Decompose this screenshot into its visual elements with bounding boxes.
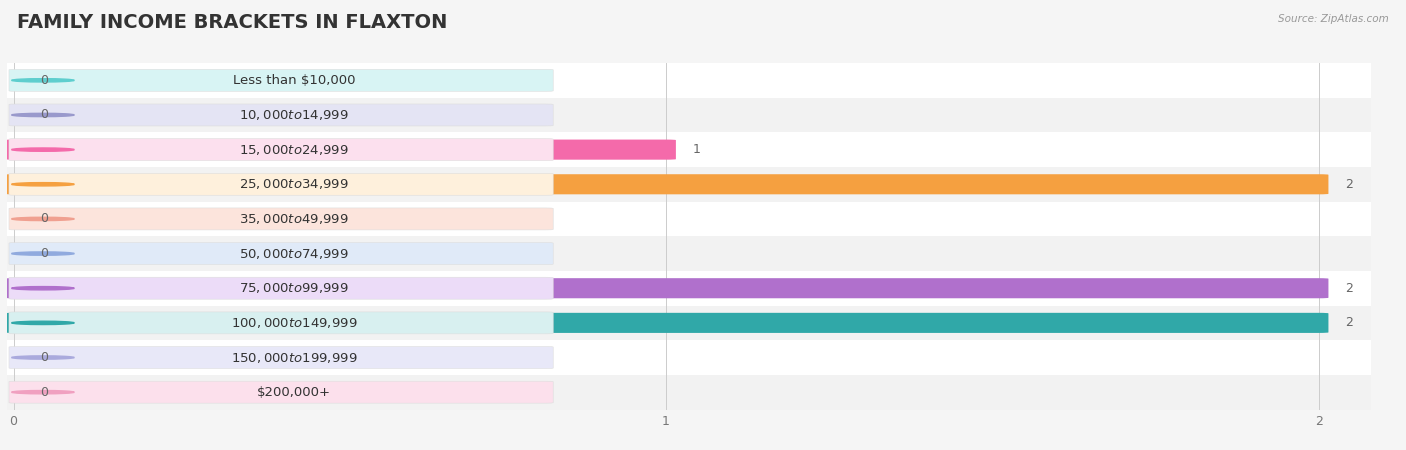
Text: 1: 1 bbox=[692, 143, 700, 156]
FancyBboxPatch shape bbox=[8, 277, 553, 299]
Circle shape bbox=[11, 183, 75, 186]
Circle shape bbox=[11, 287, 75, 290]
Text: 0: 0 bbox=[39, 74, 48, 87]
Text: Source: ZipAtlas.com: Source: ZipAtlas.com bbox=[1278, 14, 1389, 23]
FancyBboxPatch shape bbox=[8, 208, 553, 230]
Text: 2: 2 bbox=[1344, 282, 1353, 295]
FancyBboxPatch shape bbox=[7, 306, 1378, 340]
Circle shape bbox=[11, 356, 75, 359]
Text: 2: 2 bbox=[1344, 178, 1353, 191]
FancyBboxPatch shape bbox=[8, 139, 553, 161]
Text: $50,000 to $74,999: $50,000 to $74,999 bbox=[239, 247, 349, 261]
FancyBboxPatch shape bbox=[7, 63, 1378, 98]
Text: $75,000 to $99,999: $75,000 to $99,999 bbox=[239, 281, 349, 295]
FancyBboxPatch shape bbox=[4, 140, 676, 160]
Text: Less than $10,000: Less than $10,000 bbox=[233, 74, 356, 87]
FancyBboxPatch shape bbox=[8, 381, 553, 403]
FancyBboxPatch shape bbox=[7, 98, 1378, 132]
Text: 0: 0 bbox=[39, 212, 48, 225]
Text: FAMILY INCOME BRACKETS IN FLAXTON: FAMILY INCOME BRACKETS IN FLAXTON bbox=[17, 14, 447, 32]
Text: $150,000 to $199,999: $150,000 to $199,999 bbox=[231, 351, 357, 364]
FancyBboxPatch shape bbox=[7, 132, 1378, 167]
FancyBboxPatch shape bbox=[7, 167, 1378, 202]
Circle shape bbox=[11, 148, 75, 151]
FancyBboxPatch shape bbox=[4, 174, 1329, 194]
Text: 2: 2 bbox=[1344, 316, 1353, 329]
FancyBboxPatch shape bbox=[8, 346, 553, 369]
Text: $35,000 to $49,999: $35,000 to $49,999 bbox=[239, 212, 349, 226]
FancyBboxPatch shape bbox=[8, 69, 553, 91]
FancyBboxPatch shape bbox=[8, 243, 553, 265]
Text: $25,000 to $34,999: $25,000 to $34,999 bbox=[239, 177, 349, 191]
FancyBboxPatch shape bbox=[7, 236, 1378, 271]
FancyBboxPatch shape bbox=[8, 104, 553, 126]
Text: $10,000 to $14,999: $10,000 to $14,999 bbox=[239, 108, 349, 122]
FancyBboxPatch shape bbox=[7, 271, 1378, 306]
Circle shape bbox=[11, 321, 75, 324]
FancyBboxPatch shape bbox=[8, 173, 553, 195]
FancyBboxPatch shape bbox=[7, 340, 1378, 375]
Text: $200,000+: $200,000+ bbox=[257, 386, 332, 399]
Text: 0: 0 bbox=[39, 108, 48, 122]
Text: $100,000 to $149,999: $100,000 to $149,999 bbox=[231, 316, 357, 330]
Text: $15,000 to $24,999: $15,000 to $24,999 bbox=[239, 143, 349, 157]
FancyBboxPatch shape bbox=[8, 312, 553, 334]
Circle shape bbox=[11, 217, 75, 220]
FancyBboxPatch shape bbox=[4, 313, 1329, 333]
Circle shape bbox=[11, 113, 75, 117]
Circle shape bbox=[11, 79, 75, 82]
Text: 0: 0 bbox=[39, 247, 48, 260]
FancyBboxPatch shape bbox=[7, 375, 1378, 410]
FancyBboxPatch shape bbox=[4, 278, 1329, 298]
Circle shape bbox=[11, 252, 75, 255]
Circle shape bbox=[11, 391, 75, 394]
Text: 0: 0 bbox=[39, 386, 48, 399]
Text: 0: 0 bbox=[39, 351, 48, 364]
FancyBboxPatch shape bbox=[7, 202, 1378, 236]
